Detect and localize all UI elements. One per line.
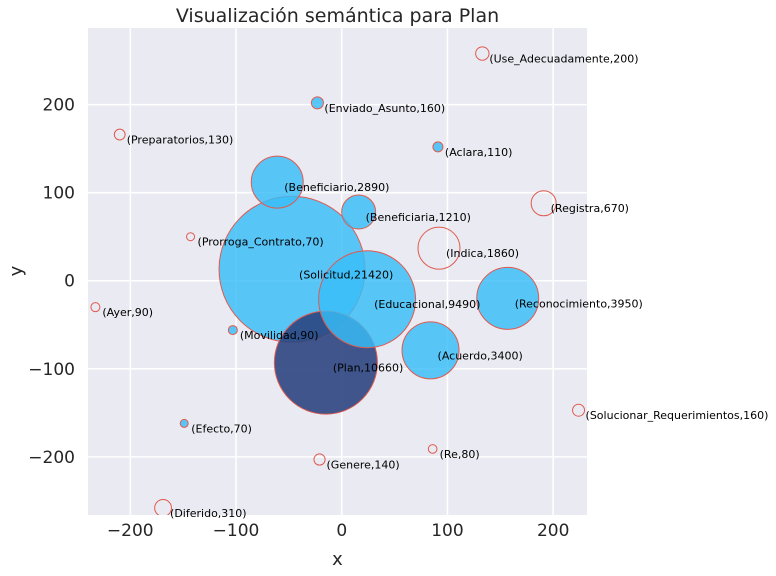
y-axis-label: y (6, 265, 27, 276)
point-label: (Ayer,90) (102, 306, 153, 319)
bubble-registra (530, 190, 557, 217)
point-label: (Use_Adecuadamente,200) (489, 53, 638, 66)
point-label: (Movilidad,90) (240, 329, 319, 342)
point-label: (Beneficiario,2890) (284, 181, 389, 194)
bubble-beneficiario (250, 155, 304, 209)
y-tick-label: 100 (43, 184, 75, 204)
point-label: (Reconocimiento,3950) (515, 297, 643, 310)
point-label: (Acuerdo,3400) (438, 349, 523, 362)
point-label: (Efecto,70) (191, 422, 252, 435)
y-tick-label: 0 (64, 272, 75, 292)
point-label: (Solicitud,21420) (299, 268, 393, 281)
point-label: (Registra,670) (551, 202, 629, 215)
point-label: (Preparatorios,130) (127, 134, 234, 147)
point-label: (Re,80) (440, 448, 480, 461)
point-label: (Indica,1860) (446, 247, 519, 260)
chart-title: Visualización semántica para Plan (176, 5, 499, 27)
bubble-educacional (318, 250, 417, 349)
bubble-re (427, 444, 438, 454)
bubble-diferido (154, 499, 172, 515)
bubble-use-adecuadamente (475, 46, 490, 61)
bubble-enviado-asunto (310, 96, 324, 110)
bubble-solucionar-requerimientos (572, 403, 586, 417)
bubble-ayer (90, 302, 101, 313)
y-tick-label: −200 (28, 448, 75, 468)
point-label: (Genere,140) (327, 459, 400, 472)
point-labels: (Use_Adecuadamente,200) (Enviado_Asunto,1… (102, 53, 768, 520)
bubble-preparatorios (113, 128, 126, 141)
x-tick-label: −200 (107, 521, 154, 541)
bubble-beneficiaria (341, 194, 377, 230)
x-axis-label: x (332, 549, 343, 570)
x-tick-label: 200 (537, 521, 569, 541)
bubble-indica (417, 226, 461, 270)
bubble-acuerdo (401, 321, 460, 380)
point-label: (Beneficiaria,1210) (366, 211, 471, 224)
point-label: (Prorroga_Contrato,70) (198, 236, 324, 249)
y-tick-label: 200 (43, 96, 75, 116)
bubble-aclara (432, 141, 444, 153)
bubble-efecto (179, 418, 189, 428)
bubble-reconocimiento (476, 266, 540, 330)
x-tick-label: −100 (213, 521, 260, 541)
point-label: (Educacional,9490) (374, 298, 480, 311)
point-label: (Enviado_Asunto,160) (324, 102, 445, 115)
bubbles (90, 46, 586, 515)
point-label: (Diferido,310) (170, 507, 247, 520)
x-tick-label: 0 (336, 521, 347, 541)
tick-labels: −200 −100 0 100 200 −200 −100 0 100 200 (28, 96, 569, 541)
y-tick-label: −100 (28, 360, 75, 380)
point-label: (Plan,10660) (333, 362, 403, 375)
bubble-prorroga-contrato (186, 232, 196, 242)
point-label: (Solucionar_Requerimientos,160) (586, 409, 769, 422)
bubble-genere (313, 453, 326, 466)
point-label: (Aclara,110) (445, 146, 513, 159)
bubble-movilidad (227, 325, 238, 336)
x-tick-label: 100 (431, 521, 463, 541)
